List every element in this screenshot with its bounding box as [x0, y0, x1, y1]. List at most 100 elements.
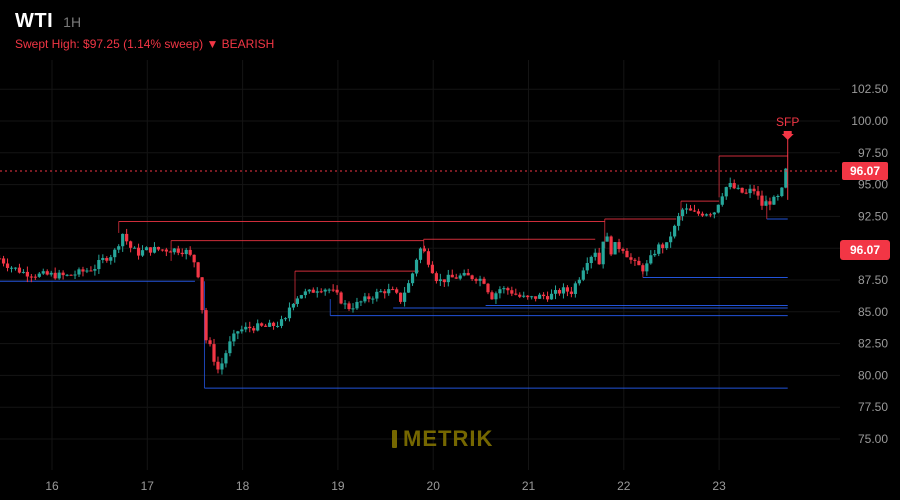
candle-body	[601, 241, 605, 265]
candle-body	[732, 183, 736, 189]
y-tick-label: 87.50	[858, 273, 888, 287]
candle-body	[208, 340, 212, 345]
candle-body	[692, 210, 697, 212]
candle-body	[200, 277, 204, 311]
candle-body	[172, 248, 176, 253]
candle-body	[224, 353, 228, 364]
candle-body	[192, 254, 196, 263]
x-tick-label: 18	[236, 479, 250, 493]
candle-body	[553, 290, 558, 294]
candle-body	[335, 289, 339, 293]
candle-body	[144, 247, 149, 251]
candle-body	[716, 204, 720, 213]
candle-body	[379, 291, 383, 293]
candle-body	[605, 236, 609, 242]
candle-body	[252, 328, 256, 331]
candle-body	[319, 291, 323, 293]
candle-body	[248, 326, 252, 329]
candle-body	[736, 187, 740, 189]
candle-body	[212, 344, 216, 362]
candle-body	[569, 291, 573, 294]
candle-body	[696, 211, 701, 214]
candle-body	[160, 249, 164, 251]
candle-body	[5, 263, 10, 268]
candle-body	[708, 214, 712, 216]
candle-body	[768, 201, 772, 205]
candle-body	[268, 322, 272, 327]
candle-body	[585, 263, 589, 271]
candle-body	[506, 288, 510, 291]
candle-body	[649, 255, 653, 264]
candle-body	[65, 274, 69, 276]
candle-body	[422, 248, 427, 252]
candle-body	[565, 287, 570, 292]
candle-body	[256, 323, 260, 331]
candle-body	[375, 291, 379, 299]
candle-body	[577, 279, 581, 284]
candle-body	[399, 292, 403, 302]
candle-body	[613, 242, 617, 255]
candle-body	[446, 274, 450, 283]
x-tick-label: 22	[617, 479, 631, 493]
candle-body	[367, 296, 371, 300]
candle-body	[593, 252, 597, 257]
candle-body	[168, 251, 172, 253]
x-tick-label: 17	[141, 479, 155, 493]
candle-body	[331, 289, 335, 291]
candle-body	[458, 275, 462, 279]
candle-body	[744, 192, 748, 194]
x-tick-label: 21	[522, 479, 536, 493]
candle-body	[502, 288, 506, 290]
y-tick-label: 82.50	[858, 337, 888, 351]
candle-body	[526, 295, 530, 298]
candle-body	[132, 247, 137, 249]
metrik-watermark: METRIK	[392, 426, 493, 452]
candle-body	[466, 272, 470, 276]
candle-body	[156, 246, 161, 250]
interval-label[interactable]: 1H	[63, 14, 82, 30]
candle-body	[136, 247, 141, 256]
candle-body	[204, 310, 208, 341]
candle-body	[418, 248, 423, 260]
candle-body	[196, 262, 200, 278]
candle-body	[101, 257, 105, 260]
candle-body	[645, 263, 649, 272]
candle-body	[748, 188, 752, 194]
candle-body	[700, 213, 705, 216]
candle-body	[760, 195, 764, 206]
candle-body	[85, 270, 89, 272]
candle-body	[283, 318, 288, 320]
candle-body	[557, 290, 562, 294]
x-tick-label: 23	[712, 479, 726, 493]
candle-body	[442, 279, 446, 283]
candle-body	[680, 209, 685, 217]
candle-body	[260, 323, 264, 326]
last-price-axis-tag	[842, 161, 888, 180]
candle-body	[49, 272, 53, 275]
candle-body	[494, 293, 498, 300]
candle-body	[712, 212, 716, 215]
candle-body	[633, 259, 637, 261]
chart-header: WTI 1H Swept High: $97.25 (1.14% sweep) …	[15, 10, 274, 51]
candle-body	[176, 248, 180, 253]
symbol-title[interactable]: WTI	[15, 10, 54, 32]
candle-body	[45, 271, 49, 275]
candle-body	[641, 265, 645, 272]
x-tick-label: 19	[331, 479, 345, 493]
candle-body	[240, 329, 244, 332]
candle-body	[522, 295, 526, 297]
candle-body	[545, 296, 550, 300]
candle-body	[69, 274, 73, 276]
candle-body	[359, 301, 363, 303]
candle-body	[486, 283, 490, 293]
sfp-annotation-label: SFP	[776, 115, 799, 129]
candle-body	[740, 187, 744, 193]
candle-body	[403, 292, 407, 302]
candle-body	[164, 249, 168, 252]
candle-body	[541, 294, 546, 297]
candle-body	[482, 278, 486, 284]
candle-body	[351, 308, 355, 310]
candle-body	[673, 225, 677, 237]
candle-body	[387, 289, 391, 294]
